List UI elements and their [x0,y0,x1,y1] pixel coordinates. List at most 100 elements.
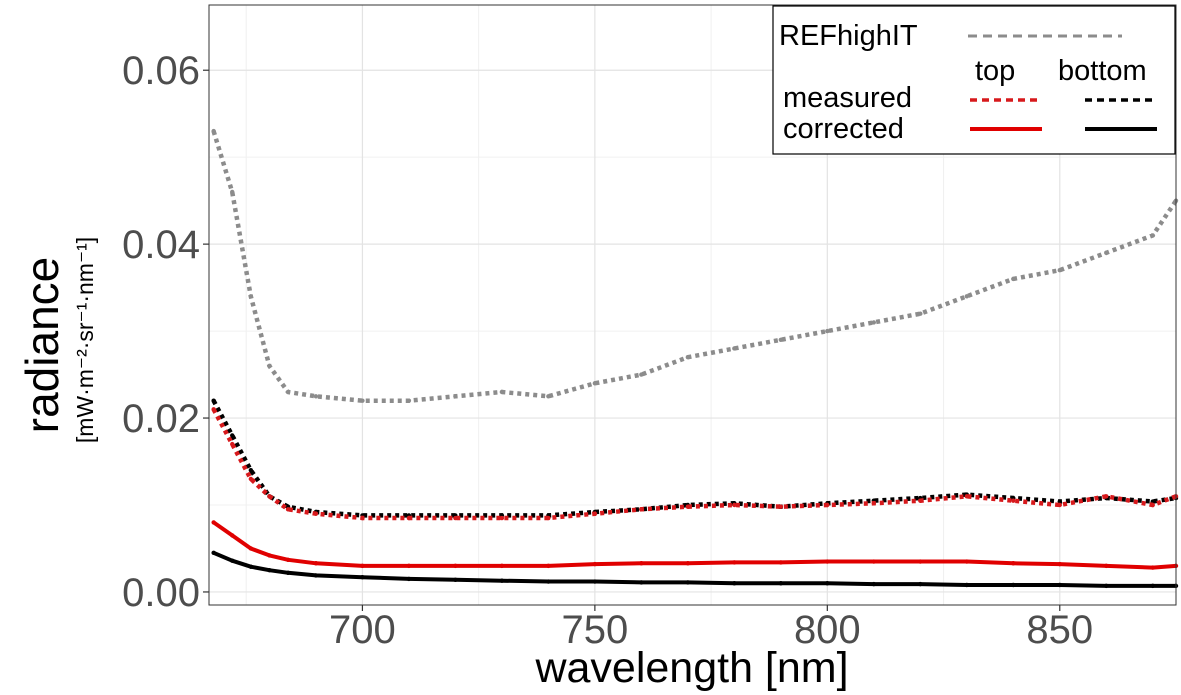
series-measured-top-point [211,407,216,412]
series-corrected-top-point [248,546,254,551]
series-corrected-bottom-point [918,581,923,587]
series-corrected-top-point [360,563,365,569]
series-corrected-bottom-point [1104,583,1109,589]
x-tick-label: 750 [561,608,628,652]
series-corrected-bottom-point [1150,583,1155,589]
series-corrected-top-point [1104,563,1109,569]
series-corrected-top-point [499,563,505,569]
series-refhighit-point [211,128,216,134]
y-axis-unit: [mW·m⁻²·sr⁻¹·nm⁻¹] [72,237,98,443]
series-measured-top-point [918,498,923,503]
series-corrected-bottom-point [230,558,235,563]
series-corrected-top-point [285,557,291,562]
series-measured-top-point [1011,498,1016,503]
series-refhighit-point [871,320,877,325]
series-measured-top-point [406,515,412,521]
series-corrected-bottom-point [778,581,784,586]
series-corrected-bottom-point [685,580,691,585]
series-measured-top-point [825,502,830,508]
series-measured-top-point [964,494,969,499]
series-corrected-top-point [918,559,923,564]
series-refhighit-point [499,389,505,395]
x-tick-label: 800 [794,608,861,652]
series-measured-top-point [313,511,319,516]
series-refhighit-point [230,189,235,195]
series-corrected-bottom-point [285,570,291,576]
series-measured-bottom-point [230,433,235,438]
series-refhighit-point [918,311,923,316]
series-corrected-bottom-point [453,577,458,582]
series-measured-top-point [453,515,458,521]
series-refhighit-point [639,372,644,377]
series-corrected-top-point [871,559,877,564]
legend-col-top: top [975,55,1015,87]
series-measured-top-point [592,511,598,516]
series-refhighit-point [778,337,784,342]
axes: 700 750 800 850 0.00 0.02 0.04 0.06 [122,49,1093,652]
series-refhighit-point [406,398,412,403]
series-measured-bottom-point [211,398,216,403]
series-refhighit-point [1011,276,1016,282]
legend: REFhighIT top bottom measured corrected [772,5,1176,155]
series-refhighit-point [546,394,551,399]
series-corrected-bottom-point [406,576,412,582]
series-measured-top-point [1104,494,1109,499]
series-corrected-bottom-point [732,581,737,586]
series-refhighit-point [1150,233,1155,238]
x-tick-label: 850 [1026,608,1093,652]
series-corrected-top-point [592,561,598,567]
series-corrected-top-point [453,563,458,569]
series-corrected-top-point [964,559,969,564]
series-refhighit-point [267,363,272,369]
y-tick-label: 0.00 [122,571,200,615]
series-refhighit-point [248,294,254,299]
series-corrected-top-point [1011,561,1016,566]
series-corrected-top-point [406,563,412,569]
series-corrected-bottom-point [313,573,319,578]
series-measured-top-point [230,441,235,447]
series-measured-top-point [871,501,877,506]
series-refhighit-point [453,394,458,399]
series-corrected-bottom-point [1011,582,1016,588]
series-measured-top-point [499,515,505,521]
series-corrected-top-point [230,533,235,538]
series-refhighit-point [825,328,830,334]
series-measured-top-point [360,515,365,521]
series-corrected-top-point [546,563,551,569]
series-corrected-bottom-point [1057,582,1062,588]
series-refhighit-point [285,389,291,395]
series-corrected-bottom-point [499,578,505,583]
y-tick-label: 0.02 [122,397,200,441]
series-corrected-top-point [825,559,830,564]
x-axis-title: wavelength [nm] [534,644,848,692]
series-corrected-top-point [639,561,644,566]
series-corrected-top-point [1150,565,1155,570]
y-tick-label: 0.06 [122,49,200,93]
series-refhighit-point [964,294,969,299]
series-refhighit-point [732,346,737,351]
series-corrected-top-point [778,560,784,565]
series-measured-top-point [285,507,291,512]
series-measured-top-point [546,515,551,521]
series-measured-top-point [1150,502,1155,508]
series-measured-top-point [267,494,272,499]
series-refhighit-point [1057,268,1062,273]
series-corrected-top-point [685,561,691,566]
series-measured-top-point [248,476,254,482]
series-refhighit-point [1104,250,1109,256]
x-tick-label: 700 [329,608,396,652]
series-corrected-bottom-point [871,581,877,587]
series-corrected-bottom-point [211,550,216,556]
plot-border [208,4,1177,606]
series-corrected-bottom-point [639,580,644,585]
series-refhighit-point [592,381,598,386]
series-corrected-bottom-point [825,581,830,586]
series-corrected-top-point [267,553,272,558]
series-refhighit-point [360,398,365,403]
series-measured-top-point [639,507,644,512]
series-layer [211,128,1179,589]
series-corrected-top-point [1057,561,1062,567]
series-corrected-bottom-point [546,579,551,584]
series-corrected-bottom-point [964,582,969,588]
